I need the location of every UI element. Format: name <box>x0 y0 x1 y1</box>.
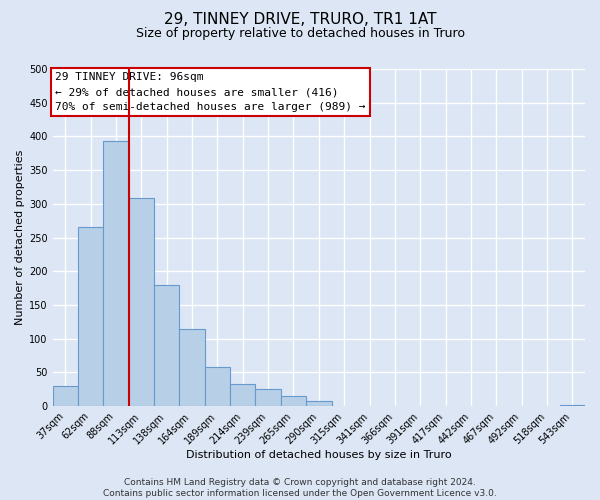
Text: Size of property relative to detached houses in Truro: Size of property relative to detached ho… <box>136 28 464 40</box>
Text: Contains HM Land Registry data © Crown copyright and database right 2024.
Contai: Contains HM Land Registry data © Crown c… <box>103 478 497 498</box>
Bar <box>154 284 179 406</box>
Bar <box>306 402 332 406</box>
Bar <box>179 328 205 406</box>
Text: 29 TINNEY DRIVE: 96sqm
← 29% of detached houses are smaller (416)
70% of semi-de: 29 TINNEY DRIVE: 96sqm ← 29% of detached… <box>55 72 366 112</box>
Bar <box>53 386 78 406</box>
Text: 29, TINNEY DRIVE, TRURO, TR1 1AT: 29, TINNEY DRIVE, TRURO, TR1 1AT <box>164 12 436 28</box>
Bar <box>281 396 306 406</box>
Bar <box>103 141 129 406</box>
Bar <box>560 404 585 406</box>
Bar <box>78 228 103 406</box>
Bar <box>205 367 230 406</box>
Bar <box>129 198 154 406</box>
X-axis label: Distribution of detached houses by size in Truro: Distribution of detached houses by size … <box>186 450 452 460</box>
Bar <box>230 384 256 406</box>
Y-axis label: Number of detached properties: Number of detached properties <box>15 150 25 325</box>
Bar <box>256 389 281 406</box>
